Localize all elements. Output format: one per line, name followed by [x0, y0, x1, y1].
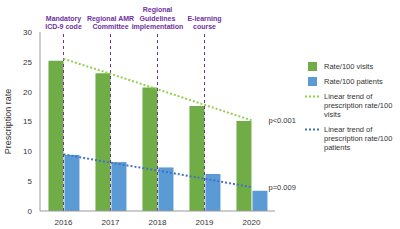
html-text:Rate/100 patients: Rate/100 patients — [324, 77, 383, 86]
svg-text:2020: 2020 — [243, 218, 261, 227]
svg-text:25: 25 — [23, 58, 32, 67]
html-text:Linear trend of prescription r: Linear trend of prescription rate/100 pa… — [324, 125, 393, 152]
svg-text:E-learningcourse: E-learningcourse — [187, 15, 221, 31]
svg-text:Regional AMRCommittee: Regional AMRCommittee — [87, 15, 134, 31]
svg-text:0: 0 — [28, 207, 33, 216]
html-text:Rate/100 visits: Rate/100 visits — [324, 62, 374, 71]
svg-text:Prescription rate: Prescription rate — [8, 89, 13, 155]
svg-text:p=0.009: p=0.009 — [269, 183, 296, 192]
svg-text:2016: 2016 — [55, 218, 73, 227]
svg-text:2018: 2018 — [149, 218, 167, 227]
svg-text:2019: 2019 — [196, 218, 214, 227]
svg-text:15: 15 — [23, 117, 32, 126]
svg-text:30: 30 — [23, 28, 32, 37]
svg-text:p<0.001: p<0.001 — [269, 116, 296, 125]
svg-text:20: 20 — [23, 88, 32, 97]
svg-text:5: 5 — [28, 177, 33, 186]
svg-text:MandatoryICD-9 code: MandatoryICD-9 code — [45, 15, 82, 31]
svg-text:RegionalGuidelinesimplementati: RegionalGuidelinesimplementation — [132, 6, 184, 31]
html-text:Linear trend of prescription r: Linear trend of prescription rate/100 vi… — [324, 92, 393, 119]
svg-text:2017: 2017 — [102, 218, 120, 227]
svg-text:10: 10 — [23, 147, 32, 156]
